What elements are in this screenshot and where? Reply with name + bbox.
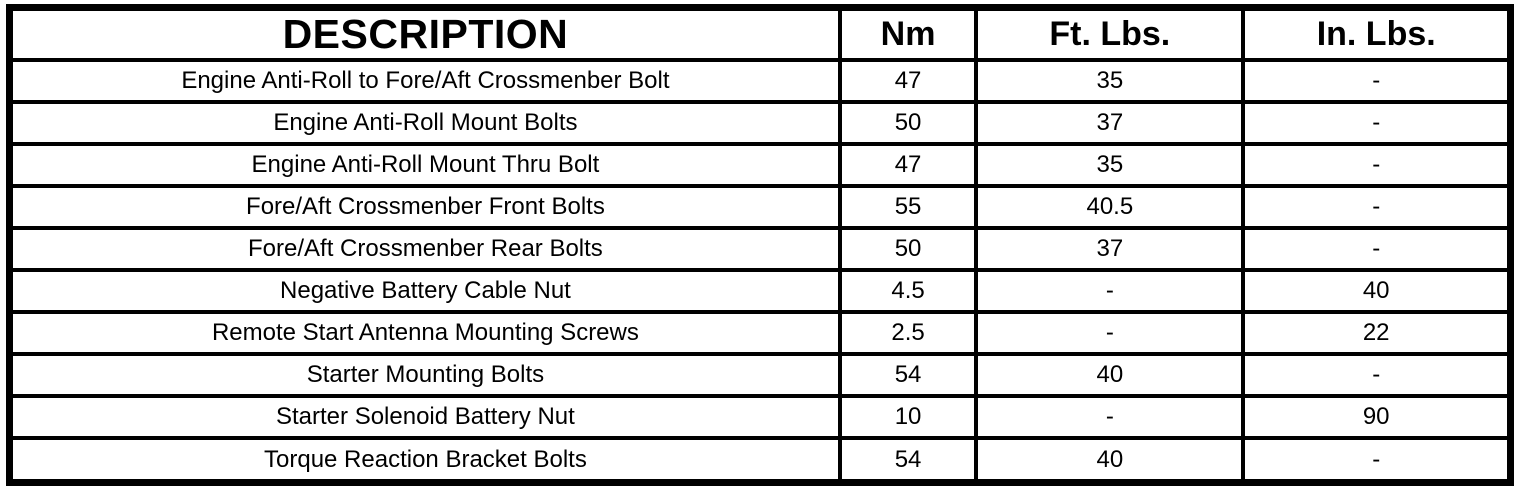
in-lbs-cell: - [1241,352,1513,399]
description-cell: Negative Battery Cable Nut [7,268,842,315]
table-row: Torque Reaction Bracket Bolts 54 40 - [7,436,1513,485]
header-row: DESCRIPTION Nm Ft. Lbs. In. Lbs. [7,5,1513,62]
column-header-ft-lbs: Ft. Lbs. [974,5,1246,62]
nm-cell: 4.5 [837,268,979,315]
nm-cell: 50 [837,226,979,273]
description-cell: Remote Start Antenna Mounting Screws [7,310,842,357]
in-lbs-cell: 90 [1241,394,1513,441]
column-header-in-lbs: In. Lbs. [1241,5,1513,62]
in-lbs-cell: - [1241,184,1513,231]
table-row: Fore/Aft Crossmenber Rear Bolts 50 37 - [7,226,1513,273]
ft-lbs-cell: 35 [974,57,1246,105]
in-lbs-cell: - [1241,57,1513,105]
description-cell: Torque Reaction Bracket Bolts [7,436,842,485]
description-cell: Fore/Aft Crossmenber Rear Bolts [7,226,842,273]
description-cell: Fore/Aft Crossmenber Front Bolts [7,184,842,231]
ft-lbs-cell: - [974,394,1246,441]
description-cell: Engine Anti-Roll Mount Bolts [7,100,842,147]
ft-lbs-cell: 40 [974,436,1246,485]
table-row: Engine Anti-Roll Mount Bolts 50 37 - [7,100,1513,147]
column-header-description: DESCRIPTION [7,5,842,62]
in-lbs-cell: - [1241,100,1513,147]
nm-cell: 10 [837,394,979,441]
table-row: Starter Mounting Bolts 54 40 - [7,352,1513,399]
in-lbs-cell: - [1241,142,1513,189]
ft-lbs-cell: 40.5 [974,184,1246,231]
nm-cell: 55 [837,184,979,231]
ft-lbs-cell: 37 [974,226,1246,273]
table-row: Engine Anti-Roll Mount Thru Bolt 47 35 - [7,142,1513,189]
table-row: Fore/Aft Crossmenber Front Bolts 55 40.5… [7,184,1513,231]
nm-cell: 50 [837,100,979,147]
column-header-nm: Nm [837,5,979,62]
description-cell: Engine Anti-Roll Mount Thru Bolt [7,142,842,189]
ft-lbs-cell: 40 [974,352,1246,399]
table-row: Negative Battery Cable Nut 4.5 - 40 [7,268,1513,315]
nm-cell: 47 [837,142,979,189]
nm-cell: 54 [837,436,979,485]
ft-lbs-cell: 37 [974,100,1246,147]
in-lbs-cell: 40 [1241,268,1513,315]
table-body: Engine Anti-Roll to Fore/Aft Crossmenber… [7,57,1513,485]
table-row: Remote Start Antenna Mounting Screws 2.5… [7,310,1513,357]
description-cell: Starter Solenoid Battery Nut [7,394,842,441]
nm-cell: 2.5 [837,310,979,357]
ft-lbs-cell: 35 [974,142,1246,189]
in-lbs-cell: - [1241,226,1513,273]
nm-cell: 47 [837,57,979,105]
ft-lbs-cell: - [974,310,1246,357]
ft-lbs-cell: - [974,268,1246,315]
table-header: DESCRIPTION Nm Ft. Lbs. In. Lbs. [7,5,1513,62]
in-lbs-cell: 22 [1241,310,1513,357]
description-cell: Starter Mounting Bolts [7,352,842,399]
table-row: Engine Anti-Roll to Fore/Aft Crossmenber… [7,57,1513,105]
torque-spec-table: DESCRIPTION Nm Ft. Lbs. In. Lbs. Engine … [6,4,1514,486]
table-row: Starter Solenoid Battery Nut 10 - 90 [7,394,1513,441]
nm-cell: 54 [837,352,979,399]
description-cell: Engine Anti-Roll to Fore/Aft Crossmenber… [7,57,842,105]
in-lbs-cell: - [1241,436,1513,485]
